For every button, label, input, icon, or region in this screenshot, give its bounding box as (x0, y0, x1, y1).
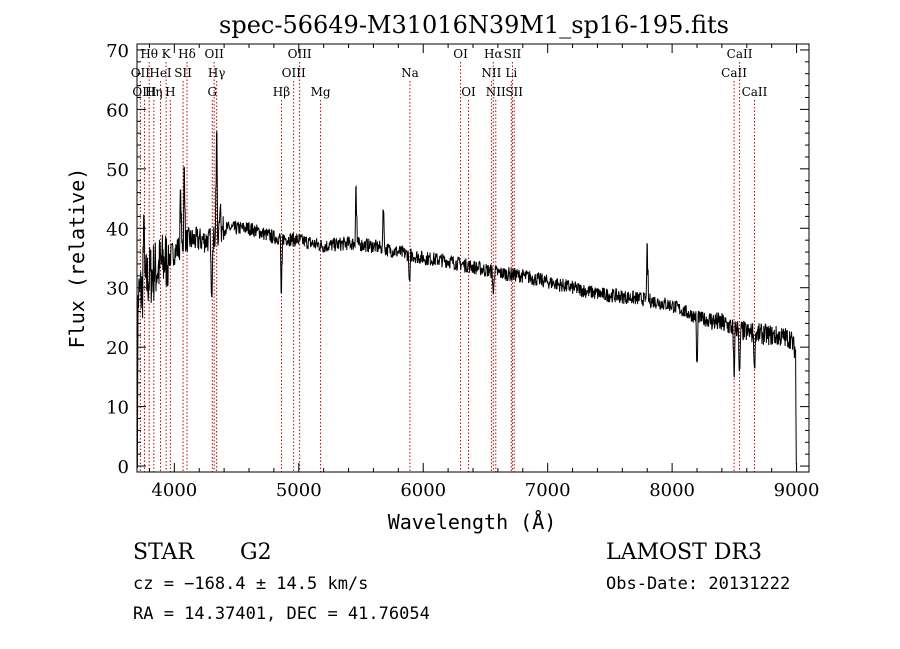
x-tick-label: 5000 (276, 480, 322, 501)
marker-label: Hβ (273, 85, 290, 99)
marker-label: K (162, 47, 172, 61)
marker-label: H (165, 85, 175, 99)
marker-label: NII (486, 85, 506, 99)
marker-label: Hα (484, 47, 503, 61)
marker-label: HeI (149, 66, 172, 80)
marker-label: SII (174, 66, 192, 80)
marker-label: Hγ (208, 66, 226, 80)
spectrum-line (136, 131, 797, 468)
y-tick-label: 0 (118, 457, 129, 478)
marker-label: G (207, 85, 217, 99)
y-tick-label: 50 (106, 160, 129, 181)
marker-label: OIII (288, 47, 312, 61)
object-class: STAR (133, 540, 194, 565)
plot-frame (136, 43, 810, 473)
marker-label: Hδ (178, 47, 196, 61)
marker-label: OI (461, 85, 476, 99)
y-tick-label: 60 (106, 100, 129, 121)
marker-label: Na (401, 66, 419, 80)
spectrum-chart: spec-56649-M31016N39M1_sp16-195.fits Hθ O… (65, 11, 819, 534)
obs-date: Obs-Date: 20131222 (606, 574, 791, 594)
marker-label: Hη (145, 85, 163, 99)
marker-label: NII (481, 66, 501, 80)
subclass: G2 (240, 540, 272, 565)
x-tick-label: 9000 (774, 480, 820, 501)
x-tick-label: 4000 (151, 480, 197, 501)
coordinates: RA = 14.37401, DEC = 41.76054 (133, 604, 430, 624)
marker-label: OI (453, 47, 468, 61)
marker-label: OII (204, 47, 224, 61)
marker-label: Mg (311, 85, 331, 99)
axis-ticks: 4000 5000 6000 7000 8000 9000 0 10 20 30 40 50 60 70 (106, 41, 819, 501)
x-axis-label: Wavelength (Å) (388, 510, 557, 534)
y-tick-label: 30 (106, 279, 129, 300)
x-tick-label: 6000 (400, 480, 446, 501)
survey-name: LAMOST DR3 (606, 540, 762, 565)
chart-title: spec-56649-M31016N39M1_sp16-195.fits (219, 11, 729, 39)
x-tick-label: 7000 (525, 480, 571, 501)
marker-label: CaII (727, 47, 753, 61)
marker-label: Hθ (140, 47, 158, 61)
marker-label: CaII (721, 66, 747, 80)
marker-label: OIII (282, 66, 306, 80)
marker-label: Li (505, 66, 517, 80)
marker-label: CaII (742, 85, 768, 99)
marker-label: OII (131, 66, 151, 80)
line-markers: Hθ OII OIII K HeI Hη Hδ SII H OII Hγ G OIII OIII Hβ Mg N… (131, 47, 768, 472)
y-tick-label: 70 (106, 41, 129, 62)
x-tick-label: 8000 (649, 480, 695, 501)
y-tick-label: 10 (106, 398, 129, 419)
marker-label: SII (505, 85, 523, 99)
y-tick-label: 40 (106, 219, 129, 240)
y-axis-label: Flux (relative) (65, 168, 89, 349)
y-tick-label: 20 (106, 338, 129, 359)
redshift-value: cz = −168.4 ± 14.5 km/s (133, 574, 369, 594)
marker-label: OIII (132, 85, 156, 99)
marker-label: SII (504, 47, 522, 61)
